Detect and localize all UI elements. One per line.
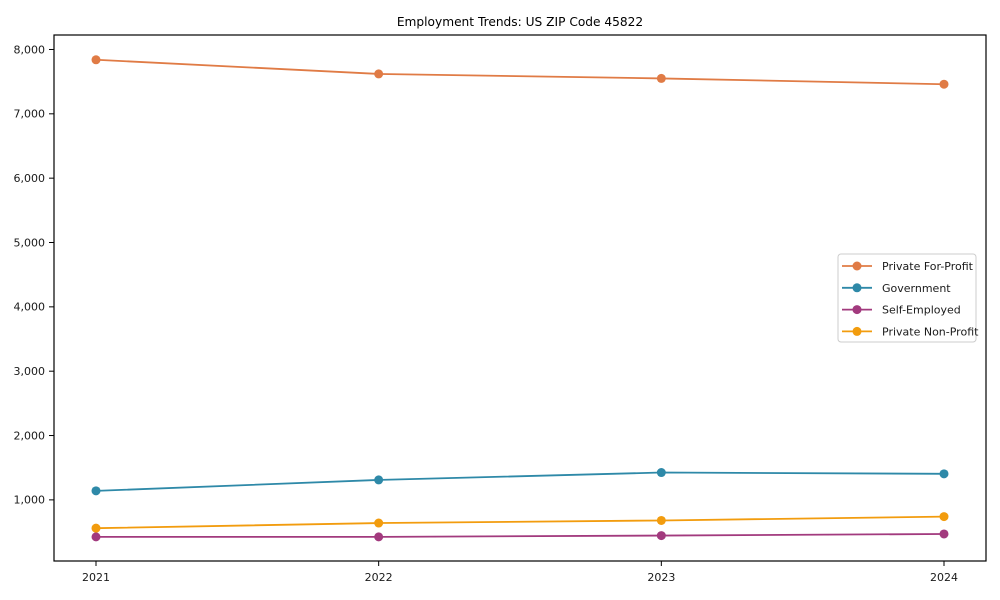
series-line-private-for-profit bbox=[95, 58, 945, 86]
legend-marker-government bbox=[852, 283, 862, 293]
data-point-private-for-profit-2024 bbox=[939, 79, 949, 89]
data-point-private-non-profit-2023 bbox=[656, 515, 666, 525]
y-tick-label: 7,000 bbox=[14, 108, 46, 121]
legend-marker-self-employed bbox=[852, 305, 862, 315]
data-point-government-2023 bbox=[656, 468, 666, 478]
plot-area: 1,000 2,000 3,000 4,000 5,000 6,000 7,000 8,000… bbox=[14, 34, 987, 584]
legend-marker-private-non-profit bbox=[852, 326, 862, 336]
data-point-government-2024 bbox=[939, 469, 949, 479]
y-tick-label: 8,000 bbox=[14, 43, 46, 56]
data-point-private-for-profit-2022 bbox=[374, 69, 384, 79]
legend-label-private-for-profit: Private For-Profit bbox=[882, 260, 974, 273]
y-tick-label: 3,000 bbox=[14, 365, 46, 378]
series-line-self-employed bbox=[96, 533, 945, 538]
chart-title: Employment Trends: US ZIP Code 45822 bbox=[397, 15, 643, 29]
legend-box bbox=[837, 253, 977, 343]
x-tick-label: 2023 bbox=[647, 571, 675, 584]
legend-label-self-employed: Self-Employed bbox=[882, 304, 961, 317]
x-tick-label: 2021 bbox=[82, 571, 110, 584]
data-point-self-employed-2022 bbox=[374, 532, 384, 542]
legend-label-private-non-profit: Private Non-Profit bbox=[882, 325, 979, 338]
y-tick-label: 2,000 bbox=[14, 429, 46, 442]
plot-border bbox=[53, 34, 987, 562]
data-point-private-for-profit-2021 bbox=[91, 55, 101, 65]
data-point-self-employed-2024 bbox=[939, 529, 949, 539]
x-tick-label: 2024 bbox=[930, 571, 958, 584]
data-point-self-employed-2023 bbox=[656, 531, 666, 541]
legend-label-government: Government bbox=[882, 282, 951, 295]
series-line-private-non-profit bbox=[95, 515, 945, 530]
legend-marker-private-for-profit bbox=[852, 261, 862, 271]
y-tick-label: 6,000 bbox=[14, 172, 46, 185]
data-point-private-non-profit-2024 bbox=[939, 512, 949, 522]
data-point-government-2022 bbox=[374, 475, 384, 485]
x-tick-label: 2022 bbox=[365, 571, 393, 584]
data-point-government-2021 bbox=[91, 486, 101, 496]
series-line-government bbox=[95, 471, 945, 492]
y-tick-label: 5,000 bbox=[14, 236, 46, 249]
data-point-private-non-profit-2021 bbox=[91, 523, 101, 533]
data-point-private-for-profit-2023 bbox=[656, 73, 666, 83]
y-tick-label: 1,000 bbox=[14, 494, 46, 507]
data-point-private-non-profit-2022 bbox=[374, 518, 384, 528]
data-point-self-employed-2021 bbox=[91, 532, 101, 542]
y-tick-label: 4,000 bbox=[14, 301, 46, 314]
